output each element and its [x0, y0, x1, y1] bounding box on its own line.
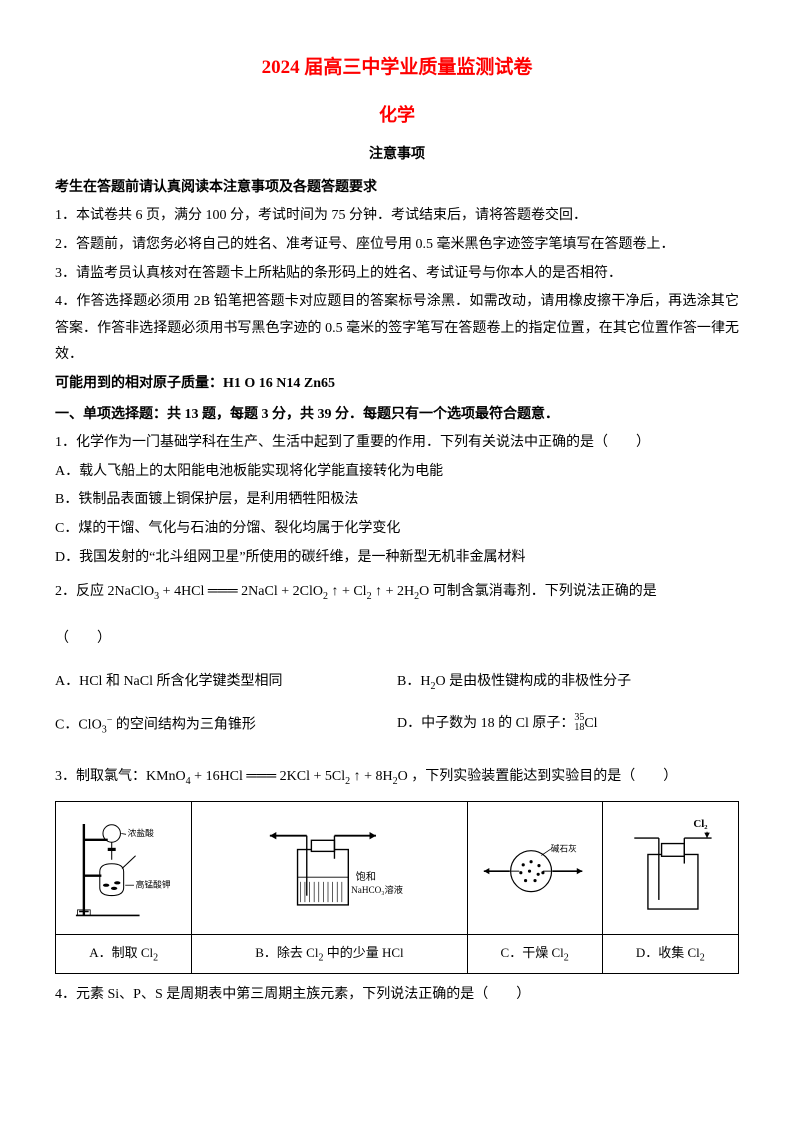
q3-a-text: A．制取 Cl — [89, 945, 153, 960]
q3-b-text: B．除去 Cl — [255, 945, 318, 960]
q3-label-c: C．干燥 Cl2 — [467, 934, 602, 974]
q2-c-text: C．ClO — [55, 718, 102, 733]
q3-d-text: D．收集 Cl — [636, 945, 700, 960]
q2-option-b: B．H2O 是由极性键构成的非极性分子 — [397, 669, 739, 696]
q2-stem-text: 2．反应 2NaClO — [55, 584, 154, 599]
q3-stem-text: 3．制取氯气：KMnO — [55, 769, 186, 784]
q1-option-b: B．铁制品表面镀上铜保护层，是利用牺牲阳极法 — [55, 487, 739, 514]
q2-stem-text: ↑ + 2H — [372, 584, 415, 599]
apparatus-c-icon: 碱石灰 — [472, 816, 598, 918]
apparatus-b-icon: 饱和 NaHCO₃溶液 — [256, 808, 404, 928]
q2-options-grid: A．HCl 和 NaCl 所含化学键类型相同 B．H2O 是由极性键构成的非极性… — [55, 669, 739, 756]
q2-d-text: Cl — [584, 716, 597, 731]
q3-diagram-table: 浓盐酸 高锰酸钾 — [55, 801, 739, 975]
q1-option-d: D．我国发射的“北斗组网卫星”所使用的碳纤维，是一种新型无机非金属材料 — [55, 545, 739, 572]
notice-item: 1．本试卷共 6 页，满分 100 分，考试时间为 75 分钟．考试结束后，请将… — [55, 203, 739, 230]
exam-title: 2024 届高三中学业质量监测试卷 — [55, 50, 739, 86]
label-saturated: 饱和 — [355, 871, 375, 883]
q2-c-text: 的空间结构为三角锥形 — [112, 718, 256, 733]
q2-b-text: B．H — [397, 674, 430, 689]
label-cl2: Cl₂ — [693, 818, 707, 830]
q2-a-text: A．HCl 和 NaCl 所含化学键类型相同 — [55, 674, 283, 689]
label-kmno4: 高锰酸钾 — [136, 879, 171, 890]
q3-c-text: C．干燥 Cl — [501, 945, 564, 960]
q2-stem-text: ↑ + Cl — [328, 584, 367, 599]
notice-heading: 注意事项 — [55, 142, 739, 169]
q3-stem-text: O ，下列实验装置能达到实验目的是（ ） — [398, 769, 678, 784]
q2-d-text: D．中子数为 18 的 Cl 原子： — [397, 716, 574, 731]
q2-option-d: D．中子数为 18 的 Cl 原子：3518Cl — [397, 711, 739, 739]
diagram-cell-c: 碱石灰 — [467, 801, 602, 934]
q1-stem: 1．化学作为一门基础学科在生产、生活中起到了重要的作用．下列有关说法中正确的是（… — [55, 430, 739, 457]
apparatus-a-icon: 浓盐酸 高锰酸钾 — [60, 816, 187, 919]
q3-stem: 3．制取氯气：KMnO4 + 16HCl ═══ 2KCl + 5Cl2 ↑ +… — [55, 764, 739, 791]
q2-d-num: 18 — [574, 723, 584, 733]
q3-stem-text: + 16HCl ═══ 2KCl + 5Cl — [191, 769, 345, 784]
label-nahco3: NaHCO₃溶液 — [351, 884, 403, 895]
q2-option-a: A．HCl 和 NaCl 所含化学键类型相同 — [55, 669, 397, 696]
q4-stem: 4．元素 Si、P、S 是周期表中第三周期主族元素，下列说法正确的是（ ） — [55, 982, 739, 1009]
q2-option-c: C．ClO3− 的空间结构为三角锥形 — [55, 711, 397, 739]
q2-b-text: O 是由极性键构成的非极性分子 — [435, 674, 631, 689]
atomic-mass-line: 可能用到的相对原子质量：H1 O 16 N14 Zn65 — [55, 371, 739, 398]
diagram-cell-b: 饱和 NaHCO₃溶液 — [192, 801, 467, 934]
q3-label-b: B．除去 Cl2 中的少量 HCl — [192, 934, 467, 974]
subject-title: 化学 — [55, 98, 739, 132]
q2-stem-text: + 4HCl ═══ 2NaCl + 2ClO — [159, 584, 323, 599]
label-hcl: 浓盐酸 — [128, 827, 154, 838]
label-alkali-lime: 碱石灰 — [550, 843, 576, 854]
section-heading: 一、单项选择题：共 13 题，每题 3 分，共 39 分．每题只有一个选项最符合… — [55, 402, 739, 429]
notice-intro: 考生在答题前请认真阅读本注意事项及各题答题要求 — [55, 175, 739, 202]
notice-item: 4．作答选择题必须用 2B 铅笔把答题卡对应题目的答案标号涂黑．如需改动，请用橡… — [55, 289, 739, 369]
q3-stem-text: ↑ + 8H — [350, 769, 393, 784]
q1-option-a: A．载人飞船上的太阳能电池板能实现将化学能直接转化为电能 — [55, 459, 739, 486]
q1-option-c: C．煤的干馏、气化与石油的分馏、裂化均属于化学变化 — [55, 516, 739, 543]
diagram-cell-d: Cl₂ — [602, 801, 738, 934]
q3-label-a: A．制取 Cl2 — [56, 934, 192, 974]
q3-label-d: D．收集 Cl2 — [602, 934, 738, 974]
q2-stem-text: O 可制含氯消毒剂．下列说法正确的是 — [419, 584, 657, 599]
notice-item: 3．请监考员认真核对在答题卡上所粘贴的条形码上的姓名、考试证号与你本人的是否相符… — [55, 261, 739, 288]
apparatus-d-icon: Cl₂ — [607, 809, 734, 927]
diagram-cell-a: 浓盐酸 高锰酸钾 — [56, 801, 192, 934]
q2-paren: （ ） — [55, 626, 739, 653]
q2-stem: 2．反应 2NaClO3 + 4HCl ═══ 2NaCl + 2ClO2 ↑ … — [55, 579, 739, 606]
q3-b-text: 中的少量 HCl — [323, 945, 403, 960]
notice-item: 2．答题前，请您务必将自己的姓名、准考证号、座位号用 0.5 毫米黑色字迹签字笔… — [55, 232, 739, 259]
